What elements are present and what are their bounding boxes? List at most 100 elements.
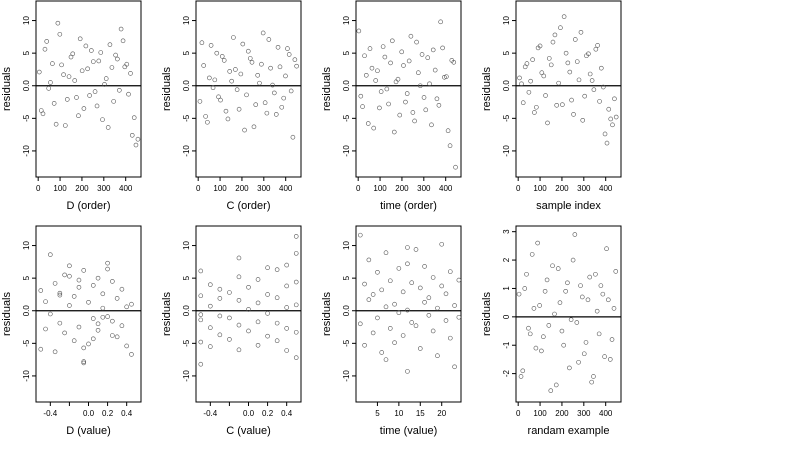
data-point: [375, 269, 380, 275]
data-point: [52, 281, 58, 286]
data-point: [535, 240, 540, 246]
data-point: [90, 336, 96, 342]
data-point: [236, 322, 242, 328]
y-tick-label: -10: [342, 370, 351, 382]
data-point: [293, 234, 299, 239]
y-tick-label: 10: [342, 241, 351, 250]
data-point: [67, 303, 72, 308]
data-point: [86, 341, 91, 347]
scatter-panel: 0 100 200 300 400 -10 -5 0.0 5 10 C (order) residua…: [161, 0, 302, 212]
data-point: [451, 59, 457, 65]
y-tick-label: -5: [22, 114, 31, 122]
data-point: [223, 108, 229, 114]
data-point: [537, 303, 542, 308]
data-point: [401, 63, 406, 68]
data-point: [447, 269, 453, 274]
data-point: [285, 46, 290, 51]
data-point: [552, 311, 557, 317]
data-point: [284, 348, 289, 353]
data-point: [96, 58, 102, 64]
data-point: [238, 71, 244, 77]
data-point: [219, 54, 225, 59]
data-point: [580, 117, 586, 123]
scatter-panel: 0 100 200 300 400 -10 -5 0.0 5 10 D (order) residua…: [1, 0, 142, 212]
data-point: [447, 335, 453, 341]
data-point: [576, 359, 581, 365]
data-point: [217, 296, 223, 301]
data-point: [110, 318, 115, 324]
data-point: [447, 143, 453, 149]
x-tick-label: 100: [53, 184, 67, 193]
data-point: [560, 102, 565, 107]
data-point: [251, 124, 257, 130]
y-tick-label: 0.0: [22, 305, 31, 317]
x-tick-label: 0.2: [262, 409, 274, 418]
y-tick-label: -5: [342, 339, 351, 347]
data-point: [255, 300, 261, 306]
data-point: [57, 320, 63, 326]
y-tick-label: -10: [22, 370, 31, 382]
x-axis-title: time (value): [380, 425, 437, 437]
data-point: [375, 68, 380, 74]
data-point: [365, 121, 371, 126]
data-point: [600, 84, 606, 90]
y-tick-label: -10: [502, 145, 511, 157]
data-point: [208, 43, 214, 48]
x-tick-label: 300: [97, 184, 111, 193]
data-point: [444, 74, 449, 79]
data-point: [602, 354, 607, 359]
data-point: [118, 26, 124, 32]
y-tick-label: -1: [502, 341, 511, 349]
data-point: [236, 274, 242, 280]
y-axis-title: residuals: [1, 291, 13, 336]
data-point: [604, 246, 609, 252]
data-point: [380, 44, 386, 49]
data-point: [105, 314, 110, 319]
data-point: [587, 71, 593, 77]
y-tick-label: -5: [22, 339, 31, 347]
data-point: [544, 277, 550, 283]
data-point: [554, 102, 559, 108]
data-point: [423, 107, 429, 113]
data-point: [293, 251, 299, 256]
data-point: [390, 38, 395, 44]
data-point: [412, 118, 417, 124]
data-point: [244, 92, 249, 98]
data-point: [452, 364, 457, 370]
data-point: [528, 78, 533, 84]
data-point: [388, 60, 393, 66]
data-point: [236, 255, 242, 261]
data-point: [539, 70, 545, 76]
x-tick-label: 300: [577, 184, 591, 193]
y-tick-label: 0.0: [502, 80, 511, 92]
data-point: [105, 266, 110, 272]
data-point: [208, 325, 213, 330]
data-point: [392, 301, 397, 307]
y-tick-label: 5: [182, 275, 191, 280]
data-point: [356, 28, 362, 34]
data-point: [198, 317, 204, 323]
data-point: [561, 14, 567, 19]
data-point: [199, 40, 205, 46]
data-point: [227, 290, 232, 295]
data-point: [553, 382, 559, 388]
data-point: [613, 114, 619, 120]
data-point: [89, 48, 94, 53]
data-point: [526, 325, 531, 331]
data-point: [114, 296, 120, 301]
y-tick-label: 10: [182, 241, 191, 250]
data-point: [609, 337, 615, 342]
data-point: [113, 52, 118, 58]
data-point: [606, 106, 612, 112]
data-point: [64, 97, 70, 102]
data-point: [218, 97, 223, 103]
data-point: [198, 339, 204, 345]
data-point: [207, 75, 212, 81]
x-tick-label: 400: [279, 184, 293, 193]
data-point: [57, 292, 63, 298]
data-point: [253, 102, 259, 107]
data-point: [91, 59, 96, 64]
data-point: [85, 66, 90, 72]
x-tick-label: 15: [416, 409, 425, 418]
data-point: [602, 131, 608, 137]
